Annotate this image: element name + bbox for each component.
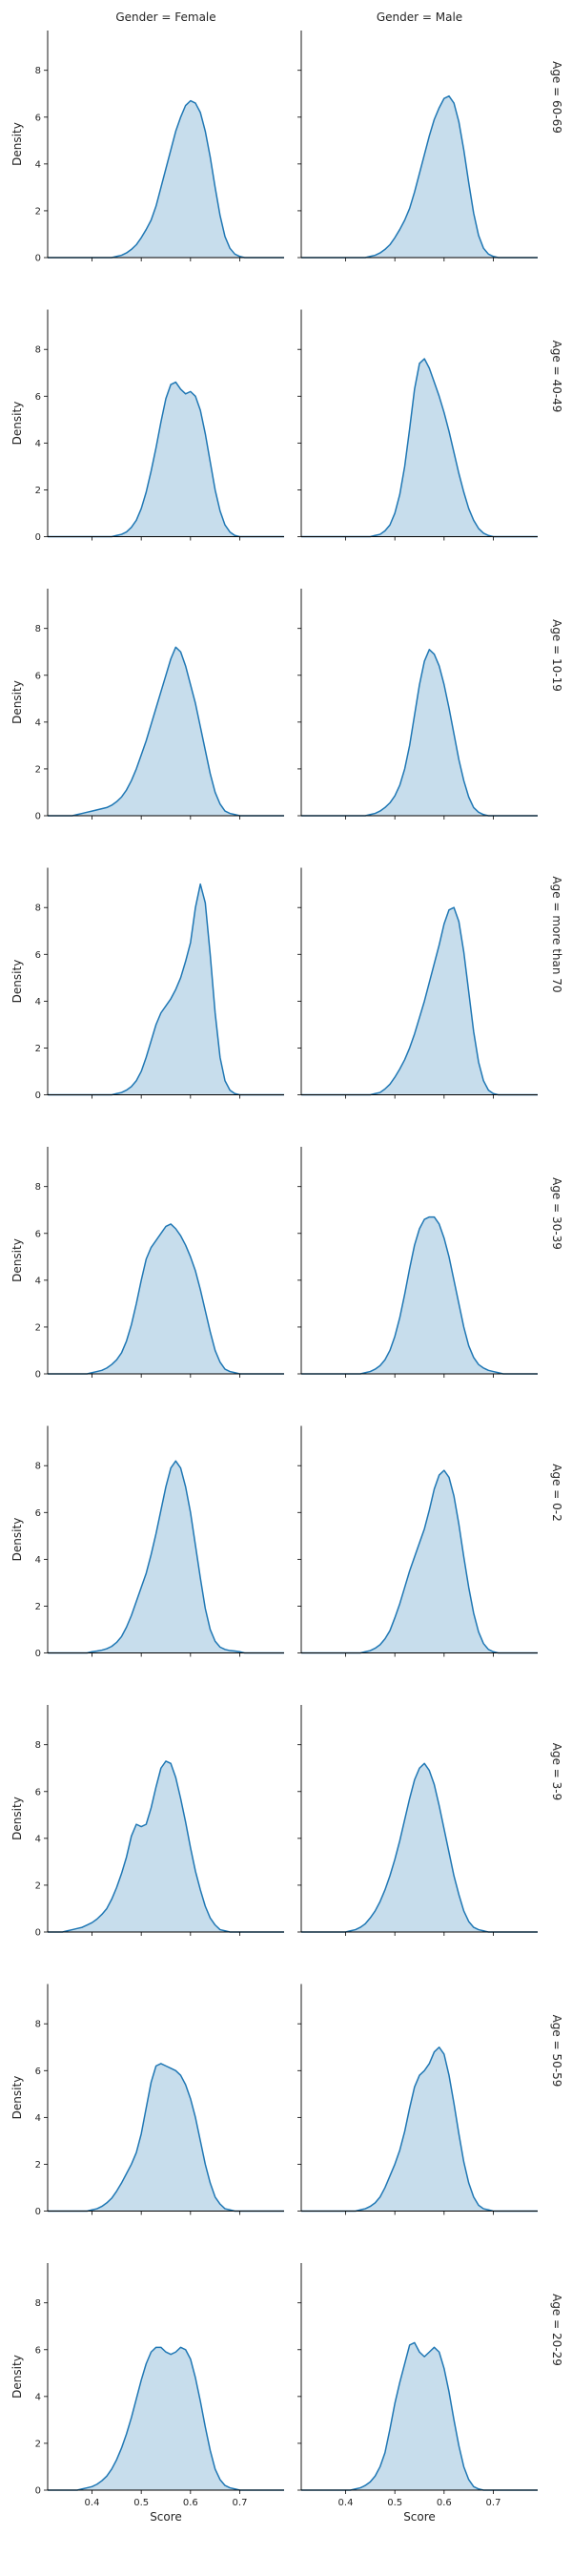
y-tick-label: 6 [35, 950, 41, 961]
y-axis-title: Density [10, 1518, 24, 1562]
y-tick-label: 4 [35, 717, 41, 728]
y-tick-label: 2 [35, 1602, 41, 1612]
y-tick-label: 4 [35, 1276, 41, 1286]
x-tick-label: 0.7 [486, 2498, 501, 2508]
y-tick-label: 6 [35, 1508, 41, 1519]
y-axis-title: Density [10, 960, 24, 1004]
y-tick-label: 6 [35, 1229, 41, 1239]
y-tick-label: 4 [35, 1555, 41, 1566]
y-axis-title: Density [10, 680, 24, 724]
y-tick-label: 2 [35, 2160, 41, 2171]
x-tick-label: 0.5 [387, 2498, 402, 2508]
kde-area [48, 1760, 284, 1932]
y-tick-label: 6 [35, 392, 41, 403]
kde-area [301, 649, 538, 816]
y-tick-label: 0 [35, 254, 41, 264]
y-tick-label: 8 [35, 904, 41, 914]
y-tick-label: 0 [35, 1649, 41, 1659]
kde-area [48, 883, 284, 1095]
y-axis-title: Density [10, 122, 24, 166]
kde-area [301, 907, 538, 1095]
kde-area [301, 95, 538, 258]
x-tick-label: 0.4 [85, 2498, 100, 2508]
row-title: Age = more than 70 [550, 876, 563, 992]
x-tick-label: 0.4 [338, 2498, 354, 2508]
y-tick-label: 8 [35, 1740, 41, 1751]
y-tick-label: 0 [35, 2486, 41, 2497]
y-tick-label: 0 [35, 1091, 41, 1101]
row-title: Age = 60-69 [550, 61, 563, 134]
y-tick-label: 4 [35, 2113, 41, 2124]
y-tick-label: 2 [35, 1322, 41, 1333]
y-tick-label: 6 [35, 113, 41, 123]
y-tick-label: 8 [35, 345, 41, 356]
y-tick-label: 6 [35, 1787, 41, 1797]
y-tick-label: 8 [35, 1462, 41, 1472]
y-axis-title: Density [10, 1797, 24, 1840]
y-tick-label: 8 [35, 66, 41, 76]
y-tick-label: 2 [35, 206, 41, 217]
y-tick-label: 2 [35, 1880, 41, 1891]
y-tick-label: 2 [35, 486, 41, 496]
x-axis-title: Score [403, 2510, 436, 2524]
y-tick-label: 0 [35, 1370, 41, 1381]
kde-area [48, 647, 284, 816]
row-title: Age = 3-9 [550, 1743, 563, 1801]
y-tick-label: 4 [35, 997, 41, 1008]
y-tick-label: 8 [35, 1182, 41, 1193]
kde-area [48, 1223, 284, 1374]
y-tick-label: 4 [35, 439, 41, 449]
kde-area [48, 2347, 284, 2490]
y-tick-label: 6 [35, 671, 41, 681]
y-tick-label: 8 [35, 624, 41, 634]
x-tick-label: 0.7 [233, 2498, 248, 2508]
y-tick-label: 4 [35, 2392, 41, 2402]
x-tick-label: 0.6 [183, 2498, 198, 2508]
y-tick-label: 6 [35, 2067, 41, 2077]
kde-area [301, 1763, 538, 1932]
y-tick-label: 0 [35, 812, 41, 822]
kde-area [48, 100, 284, 258]
x-tick-label: 0.6 [437, 2498, 452, 2508]
row-title: Age = 50-59 [550, 2015, 563, 2088]
x-axis-title: Score [150, 2510, 182, 2524]
y-tick-label: 4 [35, 159, 41, 170]
row-title: Age = 0-2 [550, 1464, 563, 1522]
y-axis-title: Density [10, 1238, 24, 1282]
kde-area [301, 2342, 538, 2490]
row-title: Age = 20-29 [550, 2294, 563, 2366]
y-axis-title: Density [10, 402, 24, 446]
y-axis-title: Density [10, 2355, 24, 2399]
y-tick-label: 2 [35, 1044, 41, 1054]
col-title: Gender = Male [377, 10, 462, 24]
y-axis-title: Density [10, 2076, 24, 2120]
row-title: Age = 40-49 [550, 341, 563, 413]
y-tick-label: 2 [35, 764, 41, 775]
kde-area [48, 2063, 284, 2212]
y-tick-label: 2 [35, 2439, 41, 2449]
x-tick-label: 0.5 [133, 2498, 149, 2508]
kde-area [48, 382, 284, 537]
y-tick-label: 8 [35, 2298, 41, 2309]
kde-area [301, 359, 538, 537]
kde-area [301, 1216, 538, 1374]
kde-area [301, 2046, 538, 2212]
kde-area [301, 1470, 538, 1653]
y-tick-label: 8 [35, 2020, 41, 2030]
row-title: Age = 30-39 [550, 1177, 563, 1250]
y-tick-label: 6 [35, 2345, 41, 2356]
y-tick-label: 0 [35, 1928, 41, 1939]
col-title: Gender = Female [115, 10, 215, 24]
kde-area [48, 1461, 284, 1653]
y-tick-label: 0 [35, 2207, 41, 2217]
y-tick-label: 4 [35, 1834, 41, 1844]
y-tick-label: 0 [35, 532, 41, 543]
row-title: Age = 10-19 [550, 619, 563, 692]
